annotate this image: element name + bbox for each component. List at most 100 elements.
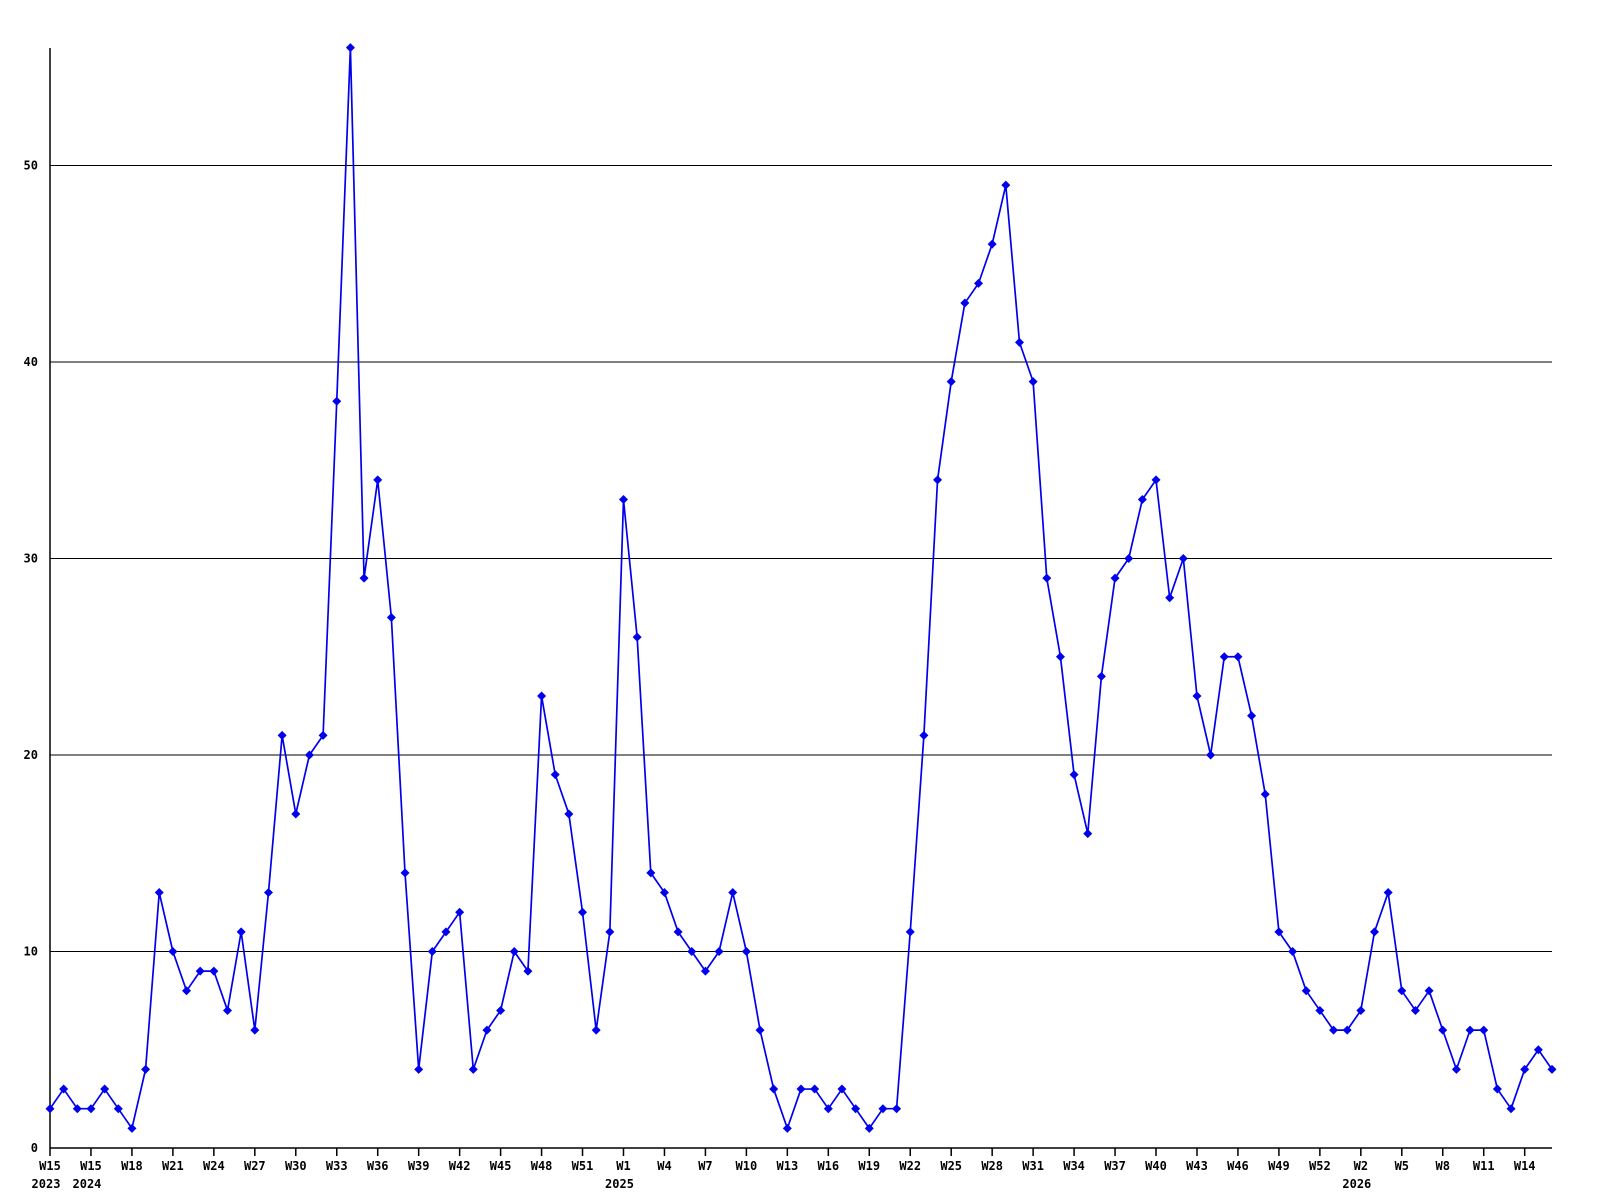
data-point-marker xyxy=(687,947,697,956)
data-point-marker xyxy=(1492,1084,1502,1094)
x-tick-label: W14 xyxy=(1514,1159,1536,1173)
data-point-marker xyxy=(564,809,574,819)
x-tick-label: W48 xyxy=(531,1159,553,1173)
data-point-marker xyxy=(782,1123,792,1133)
data-point-marker xyxy=(141,1064,151,1074)
data-point-marker xyxy=(550,770,560,780)
data-point-marker xyxy=(632,632,642,642)
x-tick-label: W43 xyxy=(1186,1159,1208,1173)
data-point-marker xyxy=(1028,377,1038,387)
x-tick-label: W46 xyxy=(1227,1159,1249,1173)
y-tick-label: 40 xyxy=(24,355,38,369)
x-tick-label: W42 xyxy=(449,1159,471,1173)
data-point-marker xyxy=(878,1104,888,1114)
y-tick-label: 0 xyxy=(31,1141,38,1155)
data-point-marker xyxy=(45,1104,55,1114)
x-tick-label: W51 xyxy=(572,1159,594,1173)
data-point-marker xyxy=(1342,1025,1352,1035)
data-point-marker xyxy=(1506,1104,1516,1114)
data-point-marker xyxy=(1110,573,1120,583)
data-point-marker xyxy=(223,1005,233,1015)
x-tick-label: W31 xyxy=(1022,1159,1044,1173)
x-tick-label: W37 xyxy=(1104,1159,1126,1173)
x-tick-label: W16 xyxy=(817,1159,839,1173)
data-point-marker xyxy=(960,298,970,308)
x-tick-label: W21 xyxy=(162,1159,184,1173)
x-tick-label: W25 xyxy=(940,1159,962,1173)
data-point-marker xyxy=(400,868,410,878)
data-point-marker xyxy=(455,907,465,917)
data-point-marker xyxy=(728,888,738,898)
x-tick-label: W45 xyxy=(490,1159,512,1173)
x-tick-label: W18 xyxy=(121,1159,143,1173)
data-point-marker xyxy=(100,1084,110,1094)
data-point-marker xyxy=(509,947,519,956)
data-point-marker xyxy=(59,1084,69,1094)
data-point-marker xyxy=(72,1104,82,1114)
x-tick-label: W28 xyxy=(981,1159,1003,1173)
data-point-marker xyxy=(796,1084,806,1094)
data-point-marker xyxy=(714,947,724,956)
x-tick-label: W22 xyxy=(899,1159,921,1173)
x-year-label: 2025 xyxy=(605,1177,634,1191)
data-point-marker xyxy=(1014,337,1024,347)
x-tick-label: W1 xyxy=(616,1159,630,1173)
x-year-label: 2024 xyxy=(73,1177,102,1191)
data-point-marker xyxy=(892,1104,902,1114)
data-point-marker xyxy=(933,475,943,485)
data-point-marker xyxy=(345,43,355,53)
data-point-marker xyxy=(1438,1025,1448,1035)
data-point-marker xyxy=(591,1025,601,1035)
y-tick-label: 20 xyxy=(24,748,38,762)
data-point-marker xyxy=(482,1025,492,1035)
x-tick-label: W34 xyxy=(1063,1159,1085,1173)
data-point-marker xyxy=(1329,1025,1339,1035)
x-tick-label: W52 xyxy=(1309,1159,1331,1173)
data-point-marker xyxy=(154,888,164,898)
x-tick-label: W7 xyxy=(698,1159,712,1173)
data-point-marker xyxy=(1124,554,1134,563)
data-point-marker xyxy=(700,966,710,976)
x-tick-label: W40 xyxy=(1145,1159,1167,1173)
data-point-marker xyxy=(427,947,437,956)
data-point-marker xyxy=(1465,1025,1475,1035)
data-point-marker xyxy=(1165,593,1175,603)
data-point-marker xyxy=(1288,947,1298,956)
data-point-marker xyxy=(168,947,178,956)
data-point-marker xyxy=(1260,789,1270,799)
data-point-marker xyxy=(1451,1064,1461,1074)
x-tick-label: W39 xyxy=(408,1159,430,1173)
series-line xyxy=(49,46,1553,1130)
data-point-marker xyxy=(919,730,929,740)
data-point-marker xyxy=(373,475,383,485)
data-point-marker xyxy=(1192,691,1202,701)
x-tick-label: W15 xyxy=(39,1159,61,1173)
data-point-marker xyxy=(209,966,219,976)
data-point-marker xyxy=(1055,652,1065,662)
data-point-marker xyxy=(1096,671,1106,681)
data-point-marker xyxy=(810,1084,820,1094)
data-point-marker xyxy=(905,927,915,937)
data-point-marker xyxy=(837,1084,847,1094)
data-point-marker xyxy=(1069,770,1079,780)
data-point-marker xyxy=(946,377,956,387)
data-point-marker xyxy=(1301,986,1311,996)
data-point-marker xyxy=(182,986,192,996)
x-tick-label: W36 xyxy=(367,1159,389,1173)
data-point-marker xyxy=(86,1104,96,1114)
y-tick-label: 50 xyxy=(24,159,38,173)
data-point-marker xyxy=(1424,986,1434,996)
data-point-marker xyxy=(1233,652,1243,662)
x-tick-label: W10 xyxy=(736,1159,758,1173)
data-point-marker xyxy=(468,1064,478,1074)
data-point-marker xyxy=(127,1123,137,1133)
data-point-marker xyxy=(386,612,396,622)
data-point-marker xyxy=(1356,1005,1366,1015)
x-tick-label: W30 xyxy=(285,1159,307,1173)
data-point-marker xyxy=(359,573,369,583)
data-point-marker xyxy=(987,239,997,249)
data-point-marker xyxy=(414,1064,424,1074)
data-point-marker xyxy=(1383,888,1393,898)
